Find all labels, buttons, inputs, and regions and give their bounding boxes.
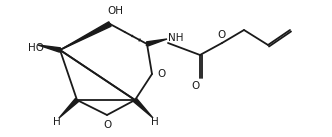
- Polygon shape: [38, 45, 60, 52]
- Text: NH: NH: [168, 33, 184, 43]
- Text: O: O: [191, 81, 199, 91]
- Text: OH: OH: [107, 6, 123, 16]
- Text: O: O: [157, 69, 165, 79]
- Polygon shape: [59, 99, 79, 118]
- Text: HO: HO: [28, 43, 44, 53]
- Text: H: H: [151, 117, 159, 127]
- Text: O: O: [218, 30, 226, 40]
- Text: O: O: [103, 120, 111, 130]
- Text: H: H: [53, 117, 61, 127]
- Polygon shape: [133, 99, 153, 118]
- Polygon shape: [60, 22, 111, 50]
- Polygon shape: [146, 39, 167, 46]
